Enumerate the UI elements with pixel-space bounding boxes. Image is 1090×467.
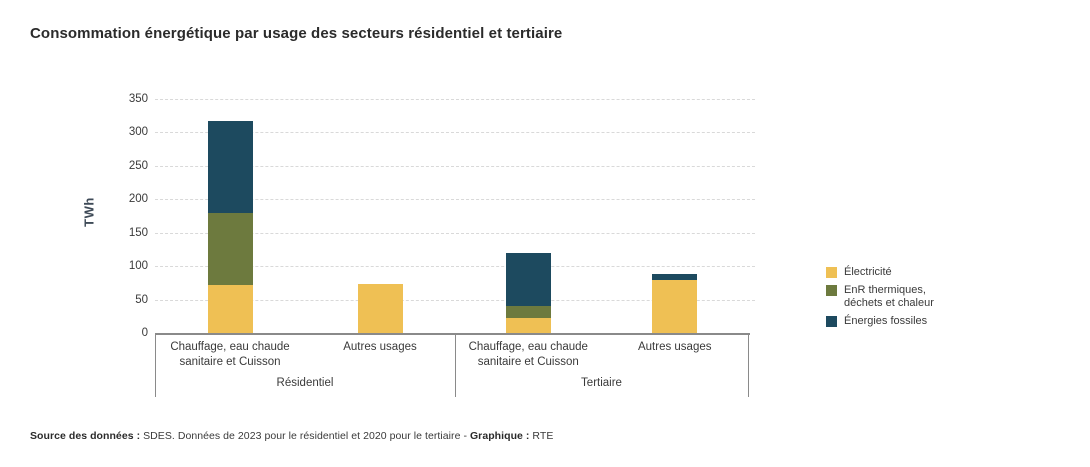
bar-segment (652, 279, 698, 333)
graphic-label: Graphique : (469, 430, 530, 442)
gridline (155, 99, 755, 100)
bar-segment (505, 252, 551, 307)
y-tick-label: 300 (128, 126, 148, 139)
bar-segment (207, 121, 253, 213)
legend-label: Énergies fossiles (844, 314, 928, 327)
x-axis-line (155, 333, 750, 335)
bar-segment (207, 212, 253, 285)
gridline (155, 266, 755, 268)
chart-title: Consommation énergétique par usage des s… (30, 25, 563, 42)
bar-segment (652, 274, 698, 280)
category-label: Autres usages (637, 341, 712, 353)
group-label: Tertiaire (581, 377, 622, 389)
gridline (155, 165, 755, 167)
y-tick-label: 350 (128, 93, 148, 105)
category-box-border (455, 333, 456, 397)
legend-label: Électricité (844, 266, 892, 278)
legend-swatch (826, 284, 837, 296)
source-note: Source des données : SDES. Données de 20… (30, 430, 553, 442)
gridline (155, 132, 755, 134)
gridline (155, 199, 755, 201)
legend-item: Électricité (826, 266, 934, 280)
legend-label: EnR thermiques, déchets et chaleur (844, 283, 934, 310)
gridline (155, 232, 755, 234)
y-tick-label: 200 (128, 193, 148, 206)
graphic-text: RTE (529, 430, 554, 442)
y-tick-label: 50 (135, 293, 148, 306)
chart-legend: Électricité EnR thermiques, déchets et ch… (826, 266, 934, 332)
source-text: SDES. Données de 2023 pour le résidentie… (140, 430, 470, 442)
legend-item: EnR thermiques, déchets et chaleur (826, 284, 934, 311)
category-label: Autres usages (343, 341, 417, 353)
category-label: Chauffage, eau chaude sanitaire et Cuiss… (468, 341, 588, 368)
source-label: Source des données : (30, 430, 141, 442)
gridline (155, 299, 755, 301)
group-label: Résidentiel (276, 377, 334, 389)
category-label: Chauffage, eau chaude sanitaire et Cuiss… (170, 341, 290, 368)
legend-swatch (826, 267, 837, 278)
bar-segment (505, 317, 551, 333)
legend-swatch (826, 315, 837, 327)
bar-segment (207, 284, 253, 333)
category-box-border (155, 333, 156, 397)
category-box-border (748, 333, 749, 397)
y-tick-label: 0 (141, 327, 148, 339)
y-tick-label: 150 (128, 226, 148, 239)
legend-item: Énergies fossiles (826, 315, 934, 329)
y-tick-label: 100 (128, 260, 148, 273)
bar-segment (357, 283, 403, 333)
bar-segment (505, 306, 551, 318)
y-tick-label: 250 (128, 159, 148, 172)
